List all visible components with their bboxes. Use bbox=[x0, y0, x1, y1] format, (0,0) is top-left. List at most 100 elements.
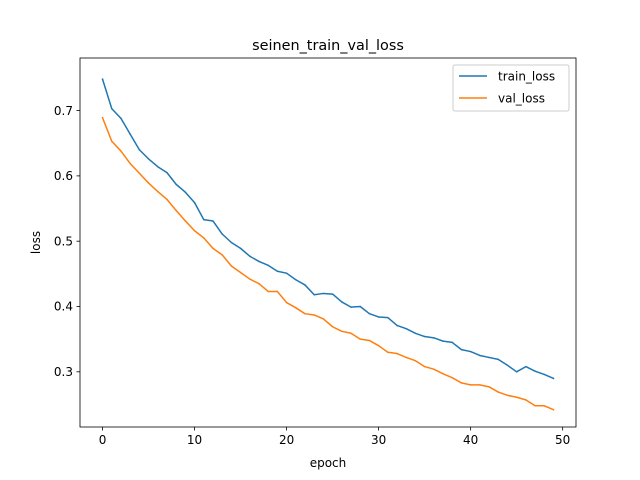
data-point-val_loss-15 bbox=[239, 271, 242, 274]
data-point-val_loss-24 bbox=[322, 318, 325, 320]
data-point-train_loss-47 bbox=[534, 370, 536, 372]
data-point-val_loss-36 bbox=[433, 368, 435, 370]
data-point-train_loss-18 bbox=[267, 264, 269, 267]
data-point-train_loss-25 bbox=[331, 293, 334, 295]
chart-title: seinen_train_val_loss bbox=[252, 38, 404, 54]
x-tick-label: 30 bbox=[371, 433, 386, 447]
x-axis-ticks: 0 10 20 30 40 50 bbox=[99, 427, 570, 447]
data-point-train_loss-9 bbox=[184, 191, 187, 193]
x-tick-label: 50 bbox=[555, 433, 570, 447]
data-point-train_loss-4 bbox=[138, 149, 141, 151]
y-tick-label: 0.3 bbox=[54, 365, 73, 379]
data-point-val_loss-6 bbox=[157, 190, 159, 193]
data-point-val_loss-45 bbox=[515, 396, 518, 399]
data-point-train_loss-29 bbox=[368, 312, 371, 315]
data-point-train_loss-46 bbox=[525, 365, 527, 368]
x-axis-label: epoch bbox=[310, 456, 347, 470]
data-point-train_loss-27 bbox=[350, 306, 352, 308]
data-point-train_loss-15 bbox=[239, 247, 242, 250]
data-point-train_loss-37 bbox=[442, 340, 444, 342]
data-point-val_loss-25 bbox=[331, 326, 334, 328]
data-point-train_loss-23 bbox=[313, 294, 315, 296]
data-point-val_loss-1 bbox=[111, 140, 113, 143]
data-point-train_loss-16 bbox=[249, 255, 251, 257]
data-point-train_loss-34 bbox=[414, 332, 417, 335]
data-point-train_loss-36 bbox=[433, 337, 435, 339]
legend: train_loss val_loss bbox=[452, 64, 570, 112]
data-point-train_loss-45 bbox=[515, 371, 518, 373]
data-point-val_loss-32 bbox=[396, 352, 398, 355]
data-point-val_loss-14 bbox=[230, 265, 233, 267]
data-point-val_loss-9 bbox=[184, 220, 187, 222]
data-point-train_loss-0 bbox=[101, 78, 104, 80]
data-point-val_loss-8 bbox=[175, 209, 177, 212]
data-point-train_loss-2 bbox=[120, 117, 122, 120]
data-point-val_loss-49 bbox=[552, 408, 555, 411]
data-point-train_loss-8 bbox=[175, 183, 177, 186]
data-point-val_loss-22 bbox=[304, 312, 306, 315]
axes-layer bbox=[79, 57, 577, 428]
data-point-train_loss-35 bbox=[423, 335, 426, 338]
data-point-train_loss-22 bbox=[304, 284, 306, 286]
data-point-train_loss-6 bbox=[157, 165, 159, 168]
x-tick-label: 0 bbox=[99, 433, 107, 447]
x-tick-label: 20 bbox=[279, 433, 294, 447]
data-point-val_loss-48 bbox=[543, 405, 545, 407]
y-tick-label: 0.7 bbox=[54, 104, 73, 118]
data-point-train_loss-19 bbox=[276, 270, 279, 272]
x-tick-label: 40 bbox=[463, 433, 478, 447]
data-point-val_loss-38 bbox=[451, 376, 453, 379]
data-point-val_loss-5 bbox=[147, 182, 150, 184]
data-point-train_loss-39 bbox=[460, 348, 463, 351]
data-point-val_loss-29 bbox=[368, 339, 371, 342]
data-point-train_loss-1 bbox=[111, 107, 113, 110]
data-point-val_loss-44 bbox=[506, 394, 509, 397]
data-point-val_loss-47 bbox=[534, 405, 536, 407]
data-point-train_loss-13 bbox=[221, 233, 223, 235]
y-tick-label: 0.4 bbox=[54, 300, 73, 314]
data-point-train_loss-41 bbox=[479, 354, 481, 357]
data-point-val_loss-10 bbox=[193, 229, 196, 232]
data-point-val_loss-34 bbox=[414, 359, 417, 362]
series-layer bbox=[101, 78, 555, 411]
data-point-val_loss-18 bbox=[267, 290, 269, 293]
data-point-val_loss-2 bbox=[120, 150, 122, 152]
data-point-val_loss-20 bbox=[285, 301, 288, 304]
data-point-val_loss-7 bbox=[166, 198, 168, 201]
data-point-val_loss-33 bbox=[405, 356, 407, 359]
y-axis-ticks: 0.3 0.4 0.5 0.6 0.7 bbox=[54, 104, 80, 379]
data-point-val_loss-46 bbox=[525, 399, 527, 401]
data-point-train_loss-14 bbox=[230, 241, 233, 244]
data-point-val_loss-17 bbox=[258, 282, 260, 285]
x-tick-label: 10 bbox=[187, 433, 202, 447]
legend-label-train_loss: train_loss bbox=[498, 69, 555, 83]
legend-label-val_loss: val_loss bbox=[498, 91, 545, 105]
data-point-train_loss-38 bbox=[451, 341, 453, 344]
data-point-val_loss-13 bbox=[221, 254, 223, 256]
data-point-train_loss-43 bbox=[497, 358, 499, 361]
data-point-val_loss-3 bbox=[129, 162, 131, 165]
data-point-train_loss-49 bbox=[552, 377, 555, 380]
data-point-val_loss-35 bbox=[423, 365, 426, 368]
data-point-train_loss-21 bbox=[295, 278, 297, 281]
data-point-val_loss-42 bbox=[488, 386, 490, 388]
data-point-val_loss-40 bbox=[469, 384, 472, 386]
data-point-train_loss-5 bbox=[147, 158, 150, 160]
data-point-val_loss-30 bbox=[377, 344, 380, 347]
data-point-val_loss-26 bbox=[341, 330, 343, 333]
data-point-train_loss-28 bbox=[359, 305, 361, 308]
data-point-train_loss-42 bbox=[488, 356, 490, 359]
data-point-train_loss-40 bbox=[469, 350, 472, 353]
data-point-val_loss-21 bbox=[295, 307, 297, 309]
data-point-train_loss-10 bbox=[193, 201, 196, 204]
data-point-train_loss-33 bbox=[405, 327, 407, 330]
data-point-train_loss-3 bbox=[129, 133, 131, 135]
data-point-val_loss-31 bbox=[387, 351, 389, 353]
data-point-train_loss-7 bbox=[166, 171, 168, 174]
series-line-val_loss bbox=[101, 116, 555, 411]
data-point-train_loss-48 bbox=[543, 373, 545, 376]
series-line-train_loss bbox=[101, 78, 555, 380]
data-point-train_loss-20 bbox=[285, 272, 288, 274]
